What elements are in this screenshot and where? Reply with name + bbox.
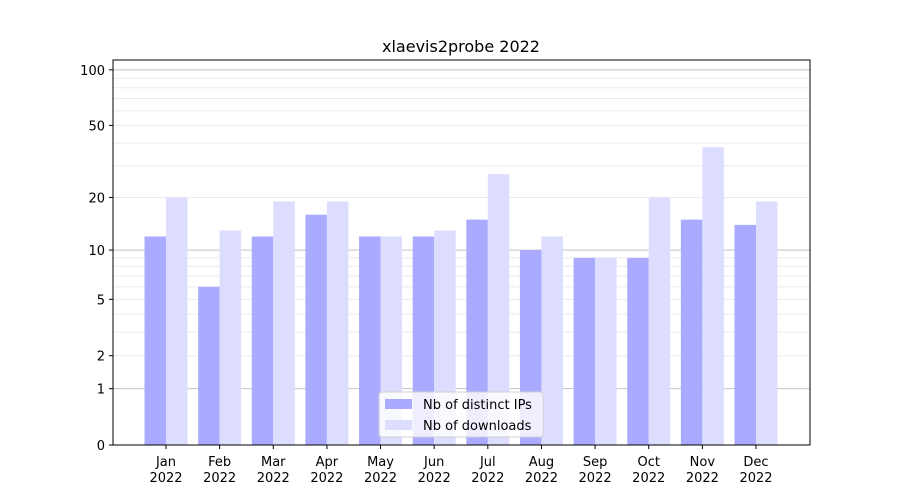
y-tick-label: 100 [80, 64, 105, 79]
y-tick-label: 1 [97, 383, 105, 398]
bar-downloads [541, 236, 563, 445]
y-tick-label: 50 [88, 119, 105, 134]
legend-swatch [385, 420, 412, 430]
legend-swatch [385, 399, 412, 409]
bar-ips [466, 219, 488, 445]
bar-ips [251, 236, 274, 445]
bar-downloads [648, 197, 671, 445]
x-tick-label: Aug 2022 [525, 455, 558, 486]
bar-ips [734, 224, 756, 445]
bar-downloads [273, 201, 295, 445]
plot-frame [112, 59, 811, 446]
x-tick-label: Jun 2022 [418, 455, 451, 486]
bar-ips [573, 257, 596, 445]
x-tick-label: Sep 2022 [579, 455, 612, 486]
legend: Nb of distinct IPs Nb of downloads [378, 391, 544, 438]
y-tick-label: 10 [88, 244, 105, 259]
x-tick-label: Mar 2022 [257, 455, 290, 486]
bar-ips [359, 236, 381, 445]
bar-ips [680, 219, 703, 445]
bar-downloads [166, 197, 188, 445]
bar-ips [627, 257, 649, 445]
x-tick-label: Nov 2022 [686, 455, 719, 486]
bar-downloads [595, 257, 617, 445]
y-tick-label: 5 [97, 293, 105, 308]
bar-downloads [702, 147, 724, 445]
bar-ips [144, 236, 166, 445]
bar-downloads [756, 201, 778, 445]
legend-box [378, 391, 544, 438]
legend-label: Nb of downloads [423, 419, 532, 434]
x-tick-label: May 2022 [364, 455, 397, 486]
bar-downloads [487, 174, 510, 445]
x-tick-label: Apr 2022 [310, 455, 343, 486]
y-tick-label: 20 [88, 192, 105, 207]
x-tick-label: Jan 2022 [149, 455, 182, 486]
x-tick-label: Oct 2022 [632, 455, 665, 486]
bar-downloads [219, 230, 242, 445]
x-tick-label: Jul 2022 [471, 455, 504, 486]
legend-label: Nb of distinct IPs [423, 398, 532, 413]
x-tick-label: Dec 2022 [739, 455, 772, 486]
chart-title: xlaevis2probe 2022 [382, 37, 540, 56]
bar-downloads [434, 230, 456, 445]
bar-downloads [326, 201, 349, 445]
bar-ips [305, 214, 327, 445]
y-tick-label: 2 [97, 350, 105, 365]
x-tick-label: Feb 2022 [203, 455, 236, 486]
bar-ips [198, 286, 220, 445]
y-tick-label: 0 [97, 439, 105, 454]
